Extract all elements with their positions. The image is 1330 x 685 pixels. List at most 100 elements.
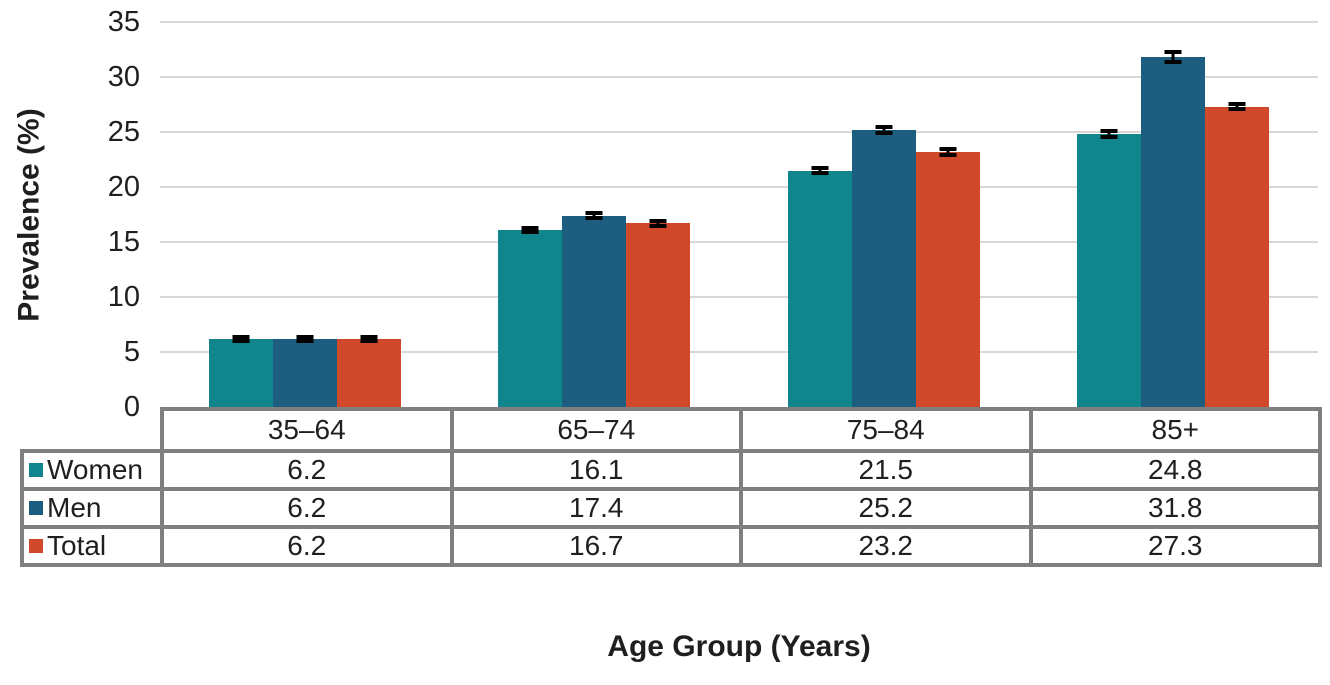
table-corner-cell xyxy=(22,409,162,451)
bar-women-75–84 xyxy=(787,165,852,407)
bar-women-65–74 xyxy=(498,225,563,407)
error-bar-men-75–84 xyxy=(875,124,893,136)
bar-men-35–64 xyxy=(272,334,337,407)
table-value-men-75–84: 25.2 xyxy=(739,487,1033,529)
table-value-total-85+: 27.3 xyxy=(1028,525,1322,567)
gridline-20 xyxy=(160,186,1318,188)
legend-cell-men: Men xyxy=(20,487,164,529)
table-value-total-35–64: 6.2 xyxy=(160,525,454,567)
bar-men-85+ xyxy=(1141,50,1206,407)
error-bar-cap-bot xyxy=(1164,60,1182,65)
error-bar-stem xyxy=(367,334,371,344)
error-bar-stem xyxy=(528,225,532,235)
error-bar-stem xyxy=(1235,101,1239,112)
table-row-men: Men 6.2 17.4 25.2 31.8 xyxy=(20,487,1322,529)
error-bar-cap-bot xyxy=(360,339,378,344)
gridline-10 xyxy=(160,296,1318,298)
error-bar-stem xyxy=(818,165,822,176)
table-row-women: Women 6.2 16.1 21.5 24.8 xyxy=(20,449,1322,491)
error-bar-stem xyxy=(882,124,886,136)
table-value-women-85+: 24.8 xyxy=(1028,449,1322,491)
bar-women-35–64 xyxy=(208,334,273,407)
error-bar-men-35–64 xyxy=(296,334,314,344)
legend-swatch-women xyxy=(29,463,43,477)
bar-group-35–64 xyxy=(160,22,450,407)
table-value-total-75–84: 23.2 xyxy=(739,525,1033,567)
y-tick-label-0: 0 xyxy=(123,391,140,423)
error-bar-total-35–64 xyxy=(360,334,378,344)
y-tick-label-15: 15 xyxy=(107,226,140,258)
error-bar-men-85+ xyxy=(1164,50,1182,65)
error-bar-stem xyxy=(592,210,596,221)
error-bar-men-65–74 xyxy=(585,210,603,221)
error-bar-total-75–84 xyxy=(939,147,957,157)
error-bar-women-65–74 xyxy=(521,225,539,235)
legend-label-women: Women xyxy=(47,454,143,485)
table-value-men-35–64: 6.2 xyxy=(160,487,454,529)
table-value-women-65–74: 16.1 xyxy=(449,449,743,491)
gridline-5 xyxy=(160,351,1318,353)
bar-total-85+ xyxy=(1205,101,1270,407)
error-bar-women-85+ xyxy=(1100,129,1118,139)
error-bar-stem xyxy=(656,219,660,228)
error-bar-cap-bot xyxy=(939,152,957,157)
bar-group-75–84 xyxy=(739,22,1029,407)
table-value-women-35–64: 6.2 xyxy=(160,449,454,491)
legend-swatch-men xyxy=(29,501,43,515)
error-bar-total-65–74 xyxy=(649,219,667,228)
gridline-35 xyxy=(160,21,1318,23)
bar-men-65–74 xyxy=(562,210,627,407)
legend-cell-total: Total xyxy=(20,525,164,567)
table-value-men-85+: 31.8 xyxy=(1028,487,1322,529)
legend-swatch-total xyxy=(29,539,43,553)
error-bar-cap-bot xyxy=(875,131,893,136)
bar-total-35–64 xyxy=(336,334,401,407)
data-table: 35–64 65–74 75–84 85+ Women 6.2 16.1 21.5 24.8 M… xyxy=(20,407,1322,567)
error-bar-cap-bot xyxy=(811,171,829,176)
error-bar-total-85+ xyxy=(1228,101,1246,112)
y-tick-label-35: 35 xyxy=(107,6,140,38)
table-header-35–64: 35–64 xyxy=(160,407,454,453)
table-header-85+: 85+ xyxy=(1028,407,1322,453)
bar-total-65–74 xyxy=(626,219,691,407)
bar-men-75–84 xyxy=(851,124,916,407)
bar-group-85+ xyxy=(1029,22,1319,407)
error-bar-cap-bot xyxy=(232,339,250,344)
plot-area xyxy=(160,21,1319,407)
table-value-total-65–74: 16.7 xyxy=(449,525,743,567)
table-value-women-75–84: 21.5 xyxy=(739,449,1033,491)
error-bar-cap-bot xyxy=(649,223,667,228)
error-bar-cap-bot xyxy=(1100,134,1118,139)
error-bar-stem xyxy=(1171,50,1175,65)
gridline-15 xyxy=(160,241,1318,243)
y-tick-label-25: 25 xyxy=(107,116,140,148)
x-axis-title: Age Group (Years) xyxy=(607,630,871,663)
gridline-30 xyxy=(160,76,1318,78)
bar-women-85+ xyxy=(1077,129,1142,407)
y-axis-title: Prevalence (%) xyxy=(13,107,47,322)
bar-total-75–84 xyxy=(915,147,980,407)
table-header-row: 35–64 65–74 75–84 85+ xyxy=(22,407,1322,453)
table-header-75–84: 75–84 xyxy=(739,407,1033,453)
error-bar-cap-bot xyxy=(1228,107,1246,112)
gridline-25 xyxy=(160,131,1318,133)
error-bar-cap-bot xyxy=(585,216,603,221)
error-bar-stem xyxy=(303,334,307,344)
legend-label-total: Total xyxy=(47,530,107,561)
table-row-total: Total 6.2 16.7 23.2 27.3 xyxy=(20,525,1322,567)
error-bar-cap-bot xyxy=(296,339,314,344)
table-value-men-65–74: 17.4 xyxy=(449,487,743,529)
error-bar-stem xyxy=(946,147,950,157)
legend-cell-women: Women xyxy=(20,449,164,491)
error-bar-cap-bot xyxy=(521,230,539,235)
y-tick-label-5: 5 xyxy=(123,336,140,368)
y-tick-label-10: 10 xyxy=(107,281,140,313)
y-tick-label-20: 20 xyxy=(107,171,140,203)
error-bar-stem xyxy=(239,334,243,344)
y-tick-label-30: 30 xyxy=(107,61,140,93)
table-header-65–74: 65–74 xyxy=(449,407,743,453)
bar-group-65–74 xyxy=(450,22,740,407)
error-bar-women-75–84 xyxy=(811,165,829,176)
y-axis-title-box: Prevalence (%) xyxy=(2,22,58,407)
